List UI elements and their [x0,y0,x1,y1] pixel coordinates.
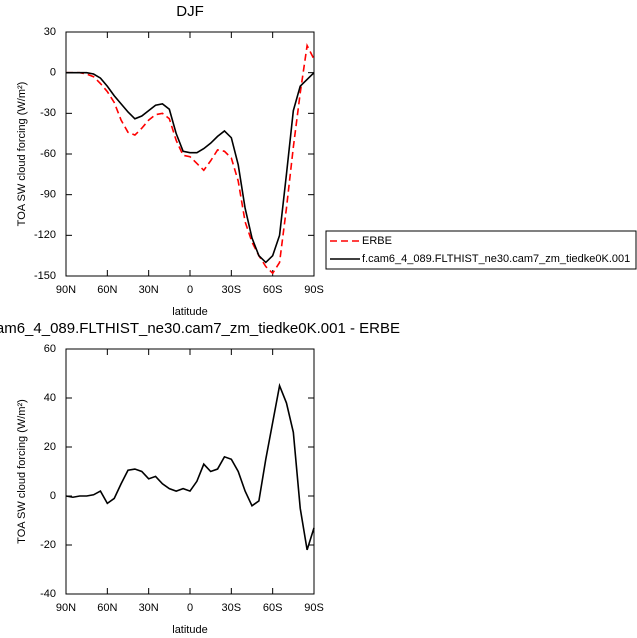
chart-title: f.cam6_4_089.FLTHIST_ne30.cam7_zm_tiedke… [0,320,400,337]
y-tick-label: 0 [50,490,56,502]
x-tick-label: 90N [56,602,76,614]
x-tick-label: 60N [97,602,117,614]
plot-frame [65,348,315,595]
y-tick-label: 30 [44,26,56,38]
x-tick-label: 60S [263,602,283,614]
y-tick-label: -120 [34,229,56,241]
y-axis-label: TOA SW cloud forcing (W/m²) [16,399,28,544]
x-tick-label: 90S [304,602,324,614]
y-tick-label: -20 [40,539,56,551]
x-axis-label: latitude [172,624,207,636]
x-tick-label: 60S [263,284,283,296]
y-axis-label: TOA SW cloud forcing (W/m²) [16,82,28,227]
y-tick-label: -40 [40,588,56,600]
chart-title: DJF [176,3,204,20]
x-tick-label: 0 [187,284,193,296]
y-tick-label: -30 [40,107,56,119]
x-tick-label: 60N [97,284,117,296]
x-tick-label: 90S [304,284,324,296]
y-tick-label: 0 [50,67,56,79]
x-tick-label: 30S [222,602,242,614]
x-tick-label: 0 [187,602,193,614]
y-tick-label: -150 [34,270,56,282]
plot-frame [65,31,315,277]
x-tick-label: 30N [139,284,159,296]
y-tick-label: 20 [44,441,56,453]
data-line [66,42,315,275]
y-tick-label: 40 [44,392,56,404]
data-line [65,382,315,551]
data-line [66,71,315,264]
x-tick-label: 30S [222,284,242,296]
legend-box [325,230,637,270]
y-tick-label: 60 [44,343,56,355]
x-tick-label: 30N [139,602,159,614]
y-tick-label: -90 [40,189,56,201]
legend-label: f.cam6_4_089.FLTHIST_ne30.cam7_zm_tiedke… [362,253,630,265]
y-tick-label: -60 [40,148,56,160]
x-tick-label: 90N [56,284,76,296]
x-axis-label: latitude [172,306,207,318]
legend-label: ERBE [362,235,392,247]
